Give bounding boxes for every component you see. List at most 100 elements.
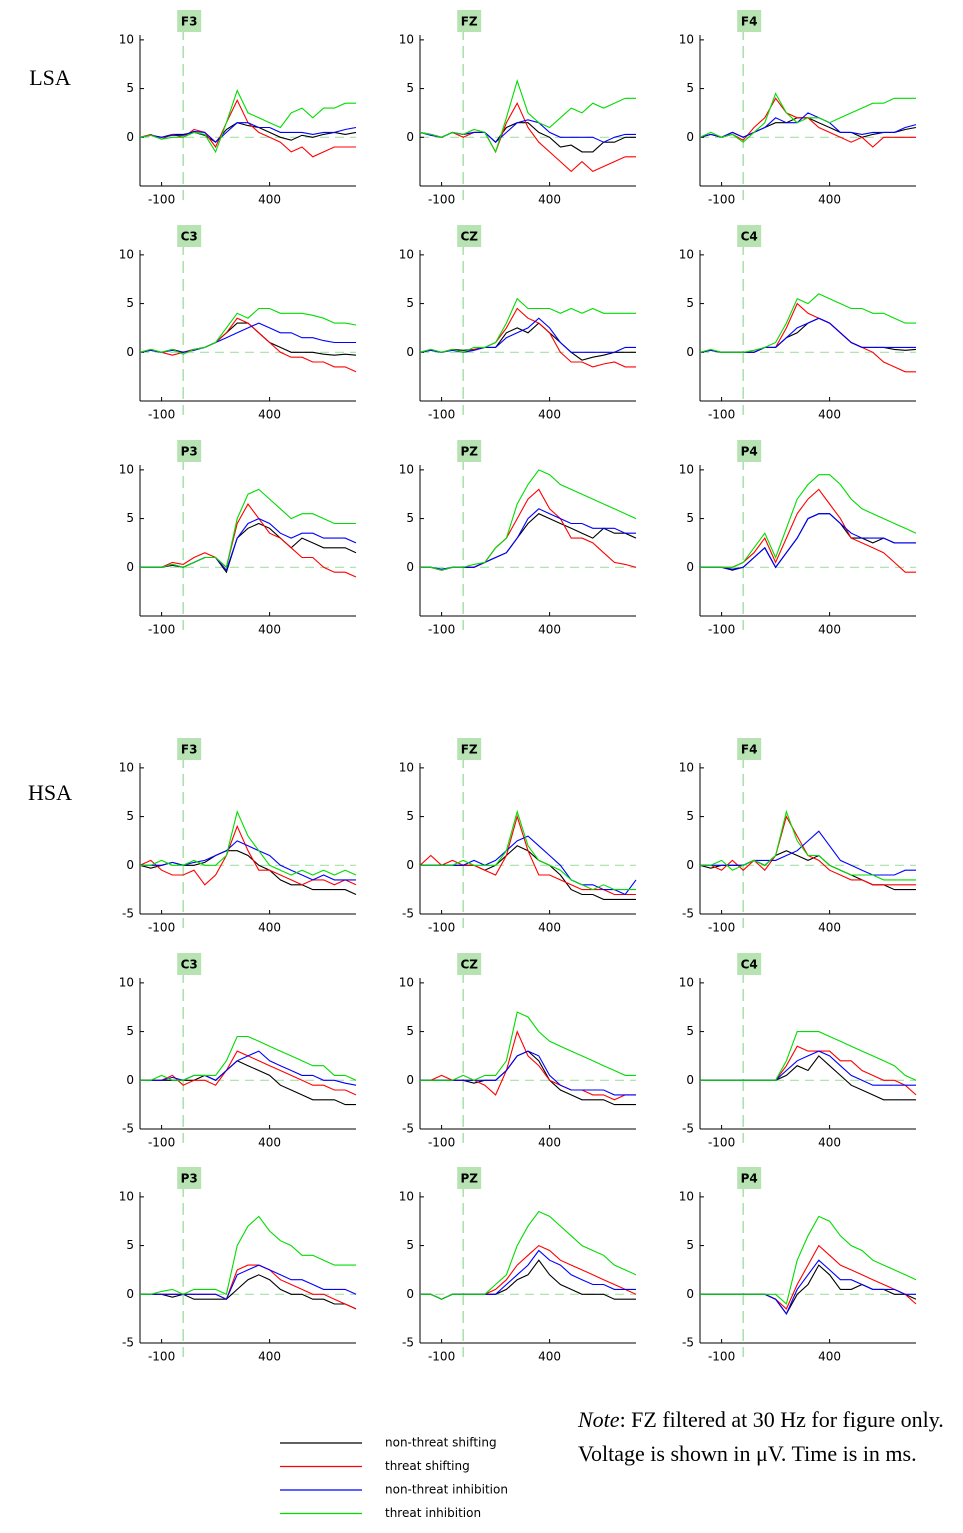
y-tick-label: 5 <box>686 1024 694 1038</box>
y-tick-label: 5 <box>406 809 414 823</box>
x-tick-label: 400 <box>538 408 561 422</box>
title-box <box>457 953 482 975</box>
series-line <box>700 513 916 570</box>
panel-title: P4 <box>741 445 758 459</box>
x-tick-label: -100 <box>708 1136 735 1150</box>
series-line <box>699 97 916 148</box>
x-tick-label: -100 <box>708 623 735 637</box>
series-line <box>420 1244 637 1300</box>
series-line <box>700 809 916 881</box>
y-tick-label: -5 <box>402 907 414 921</box>
x-tick-label: 400 <box>538 193 561 207</box>
y-tick-label: 10 <box>119 247 134 261</box>
y-tick-label: 0 <box>406 130 414 144</box>
series-line <box>139 307 357 355</box>
y-tick-label: -5 <box>122 907 134 921</box>
x-tick-label: -100 <box>428 408 455 422</box>
panel-title: P4 <box>741 1172 758 1186</box>
x-tick-label: -100 <box>428 193 455 207</box>
x-tick-label: -100 <box>148 623 175 637</box>
x-tick-label: -100 <box>708 1350 735 1364</box>
series-line <box>139 89 356 154</box>
x-tick-label: 400 <box>538 1136 561 1150</box>
x-tick-label: 400 <box>818 408 841 422</box>
y-tick-label: 5 <box>406 81 414 95</box>
panel-title: FZ <box>461 15 478 29</box>
series-line <box>140 1060 356 1106</box>
series-line <box>699 112 917 138</box>
panel-title: P3 <box>181 445 198 459</box>
series-line <box>140 1035 357 1081</box>
x-tick-label: 400 <box>258 1350 281 1364</box>
panel-title: F3 <box>181 743 198 757</box>
y-tick-label: 5 <box>406 296 414 310</box>
series-line <box>700 1031 917 1081</box>
y-tick-label: 10 <box>399 462 414 476</box>
title-box <box>177 440 202 462</box>
series-line <box>420 469 637 571</box>
series-line <box>419 297 636 353</box>
x-tick-label: 400 <box>258 408 281 422</box>
x-tick-label: -100 <box>428 1136 455 1150</box>
y-tick-label: 5 <box>126 296 134 310</box>
panel-title: C4 <box>741 958 758 972</box>
y-tick-label: -5 <box>682 1336 694 1350</box>
series-line <box>139 824 357 886</box>
x-tick-label: -100 <box>148 1350 175 1364</box>
series-line <box>419 317 636 353</box>
title-box <box>737 738 762 760</box>
y-tick-label: 5 <box>126 511 134 525</box>
note-text: : FZ filtered at 30 Hz for figure only. … <box>578 1407 944 1466</box>
series-line <box>139 850 357 896</box>
y-tick-label: 10 <box>399 1189 414 1203</box>
y-tick-label: 5 <box>686 296 694 310</box>
title-box <box>457 738 482 760</box>
y-tick-label: 10 <box>399 32 414 46</box>
series-line <box>139 122 357 143</box>
series-line <box>419 78 636 154</box>
y-tick-label: 0 <box>406 560 414 574</box>
series-line <box>140 502 357 578</box>
title-box <box>177 738 202 760</box>
series-line <box>140 1215 356 1296</box>
series-line <box>140 840 356 881</box>
series-line <box>419 814 636 896</box>
panel-title: F4 <box>741 15 758 29</box>
panel-title: PZ <box>460 445 478 459</box>
y-tick-label: 0 <box>126 1287 134 1301</box>
y-tick-label: 5 <box>686 809 694 823</box>
y-tick-label: 0 <box>686 130 694 144</box>
series-line <box>140 522 357 574</box>
panel-title: F4 <box>741 743 758 757</box>
x-tick-label: 400 <box>818 1350 841 1364</box>
series-line <box>699 317 916 353</box>
series-line <box>420 1210 637 1300</box>
x-tick-label: 400 <box>818 193 841 207</box>
y-tick-label: 10 <box>119 975 134 989</box>
y-tick-label: 0 <box>686 560 694 574</box>
series-line <box>420 1050 636 1096</box>
x-tick-label: 400 <box>818 921 841 935</box>
panel-title: C4 <box>741 230 758 244</box>
group-label: HSA <box>28 780 72 805</box>
series-line <box>700 474 917 568</box>
series-line <box>699 92 916 143</box>
title-box <box>177 225 202 247</box>
note-label: Note <box>578 1407 620 1432</box>
panel-title: CZ <box>460 958 478 972</box>
series-line <box>700 513 916 571</box>
group-label: LSA <box>29 65 71 90</box>
x-tick-label: 400 <box>258 623 281 637</box>
series-line <box>140 1264 357 1310</box>
series-line <box>420 1011 636 1081</box>
title-box <box>737 1167 762 1189</box>
series-line <box>140 1050 357 1096</box>
series-line <box>700 1215 917 1306</box>
x-tick-label: 400 <box>258 921 281 935</box>
y-tick-label: 10 <box>679 760 694 774</box>
series-line <box>140 1274 357 1310</box>
title-box <box>457 10 482 32</box>
x-tick-label: -100 <box>708 921 735 935</box>
